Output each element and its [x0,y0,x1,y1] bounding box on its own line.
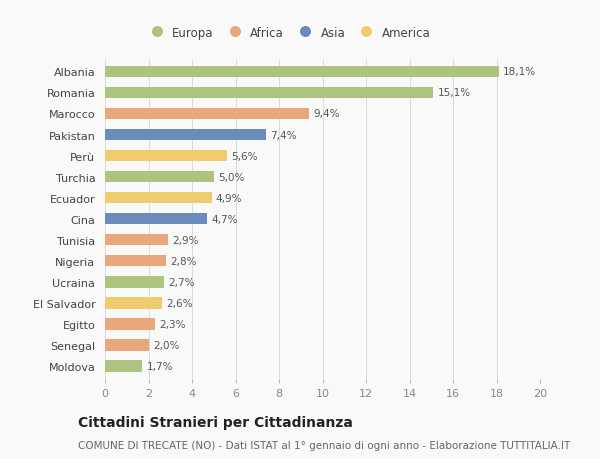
Bar [105,192,212,204]
Text: 18,1%: 18,1% [503,67,536,77]
Text: 9,4%: 9,4% [314,109,340,119]
Bar [105,235,168,246]
Text: 7,4%: 7,4% [271,130,297,140]
Text: 2,8%: 2,8% [170,256,197,266]
Text: 2,9%: 2,9% [172,235,199,245]
Bar [105,255,166,267]
Text: 4,9%: 4,9% [216,193,242,203]
Bar [105,360,142,372]
Bar [105,151,227,162]
Bar [105,213,207,225]
Legend: Europa, Africa, Asia, America: Europa, Africa, Asia, America [142,24,433,42]
Bar [105,171,214,183]
Text: 15,1%: 15,1% [438,88,471,98]
Bar [105,88,433,99]
Text: 5,0%: 5,0% [218,172,244,182]
Bar [105,276,164,288]
Bar [105,297,161,309]
Text: 2,0%: 2,0% [153,340,179,350]
Text: 4,7%: 4,7% [212,214,238,224]
Bar [105,339,149,351]
Bar [105,108,310,120]
Bar [105,319,155,330]
Text: Cittadini Stranieri per Cittadinanza: Cittadini Stranieri per Cittadinanza [78,415,353,429]
Text: 2,7%: 2,7% [168,277,194,287]
Text: COMUNE DI TRECATE (NO) - Dati ISTAT al 1° gennaio di ogni anno - Elaborazione TU: COMUNE DI TRECATE (NO) - Dati ISTAT al 1… [78,440,570,450]
Text: 2,3%: 2,3% [160,319,186,329]
Bar [105,67,499,78]
Text: 2,6%: 2,6% [166,298,193,308]
Bar [105,129,266,141]
Text: 5,6%: 5,6% [231,151,257,161]
Text: 1,7%: 1,7% [146,361,173,371]
